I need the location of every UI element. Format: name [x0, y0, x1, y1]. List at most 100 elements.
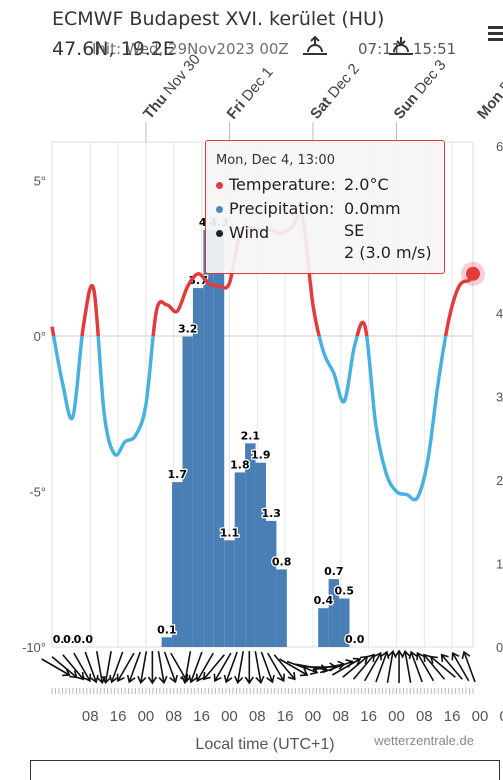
y-tick-label-right: 4 [496, 306, 503, 321]
precip-label: 3.2 [178, 323, 198, 336]
tooltip-value-precipitation: 0.0mm [344, 199, 401, 218]
y-tick-label-left: -5° [29, 485, 46, 500]
wind-arrow [394, 649, 404, 683]
wind-arrow [101, 651, 112, 685]
wind-arrow [84, 651, 99, 684]
precip-bar[interactable] [328, 579, 340, 647]
x-tick-label: 00 [305, 708, 322, 725]
wind-arrow [147, 651, 158, 685]
wind-arrow [244, 651, 254, 685]
wind-arrow [286, 660, 319, 675]
y-tick-label-right: 0 [496, 640, 503, 655]
precip-bar[interactable] [192, 288, 204, 647]
precip-bar[interactable] [339, 598, 350, 648]
precip-bar[interactable] [245, 443, 256, 647]
y-tick-label-right: 6 [496, 139, 503, 154]
day-label: Thu Nov 30 [140, 51, 204, 123]
x-tick-label: 16 [444, 708, 461, 725]
x-tick-label: 08 [499, 708, 503, 725]
sunset-time: 15:51 [389, 37, 456, 58]
x-tick-label: 08 [332, 708, 349, 725]
x-tick-label: 08 [165, 708, 182, 725]
model-init-time: Init: Wed, 29Nov2023 00Z [92, 40, 289, 58]
wind-arrow [137, 651, 148, 685]
wind-arrow [363, 651, 382, 682]
y-tick-label-right: 1 [496, 557, 503, 572]
x-tick-label: 00 [138, 708, 155, 725]
wind-arrow [41, 658, 71, 677]
wind-arrow [181, 651, 192, 685]
wind-arrow [279, 658, 309, 677]
y-tick-label-right: 2 [496, 473, 503, 488]
wind-arrow [375, 650, 390, 683]
x-tick-label: 00 [472, 708, 489, 725]
tooltip-value-wind-speed: 2 (3.0 m/s) [344, 243, 432, 262]
precip-bar[interactable] [224, 540, 235, 647]
precip-bar[interactable] [172, 482, 183, 647]
precip-bar[interactable] [182, 336, 193, 647]
wind-arrow [260, 651, 275, 684]
wind-arrow [273, 654, 296, 681]
tooltip-row-wind: Wind [216, 223, 269, 242]
day-label: Fri Dec 1 [223, 64, 276, 123]
tooltip-label-temperature: Temperature: [229, 175, 336, 194]
x-tick-label: 00 [388, 708, 405, 725]
precip-label: 1.3 [261, 507, 281, 520]
tooltip-label-wind: Wind [229, 223, 270, 242]
tooltip-label-precipitation: Precipitation: [229, 199, 335, 218]
precip-bar[interactable] [265, 520, 277, 647]
precip-label: 0.0 [345, 633, 365, 646]
precip-bar[interactable] [234, 472, 246, 647]
wind-arrow [195, 652, 214, 683]
wind-arrow [408, 650, 423, 683]
precip-bar[interactable] [161, 637, 173, 647]
page-title: ECMWF Budapest XVI. kerület (HU) [52, 8, 385, 30]
wind-arrow [109, 651, 124, 684]
temperature-line-below-zero [51, 336, 448, 502]
y-tick-label-right: 3 [496, 390, 503, 405]
precip-bar[interactable] [203, 229, 214, 647]
wind-arrow [163, 651, 178, 684]
x-tick-label: 08 [249, 708, 266, 725]
wind-arrow [401, 649, 412, 683]
wind-arrow [423, 653, 446, 680]
wind-arrow [62, 654, 85, 681]
y-tick-label-left: 0° [34, 329, 46, 344]
x-tick-label: 16 [277, 708, 294, 725]
wind-arrow [223, 651, 238, 684]
wind-arrow [254, 651, 265, 685]
day-label: Sun Dec 3 [390, 57, 449, 123]
tooltip-row-precipitation: Precipitation: [216, 199, 334, 218]
precip-label: 0.0 [53, 633, 73, 646]
precip-bar[interactable] [276, 569, 287, 647]
credit-text: wetterzentrale.de [373, 733, 474, 748]
tooltip-value-temperature: 2.0°C [344, 175, 389, 194]
precip-label: 1.1 [220, 526, 240, 539]
precip-label: 1.9 [251, 449, 271, 462]
precip-label: 0.8 [272, 555, 292, 568]
y-tick-label-left: -10° [22, 640, 46, 655]
wind-arrow [213, 652, 232, 683]
wind-arrow [461, 650, 476, 683]
tooltip-header: Mon, Dec 4, 13:00 [216, 153, 335, 168]
precip-label: 1.8 [230, 458, 250, 471]
hover-point[interactable] [466, 266, 480, 281]
wind-arrow [188, 651, 203, 684]
wind-arrow [440, 653, 463, 680]
sunrise-icon [303, 36, 327, 55]
precip-label: 0.0 [63, 633, 83, 646]
precip-bar[interactable] [318, 608, 329, 647]
wind-arrow [429, 655, 456, 678]
wind-arrow [451, 651, 470, 682]
wind-arrow [386, 649, 397, 683]
menu-icon[interactable] [488, 24, 503, 42]
precip-label: 0.7 [324, 565, 344, 578]
day-label: Mon Dec 4 [474, 55, 503, 123]
precip-label: 2.1 [241, 429, 261, 442]
precip-label: 0.5 [335, 585, 355, 598]
precip-bar[interactable] [213, 229, 225, 647]
wind-arrow [116, 652, 135, 683]
precip-label: 0.4 [314, 594, 334, 607]
x-axis-label: Local time (UTC+1) [195, 736, 334, 753]
precip-bar[interactable] [255, 462, 266, 647]
